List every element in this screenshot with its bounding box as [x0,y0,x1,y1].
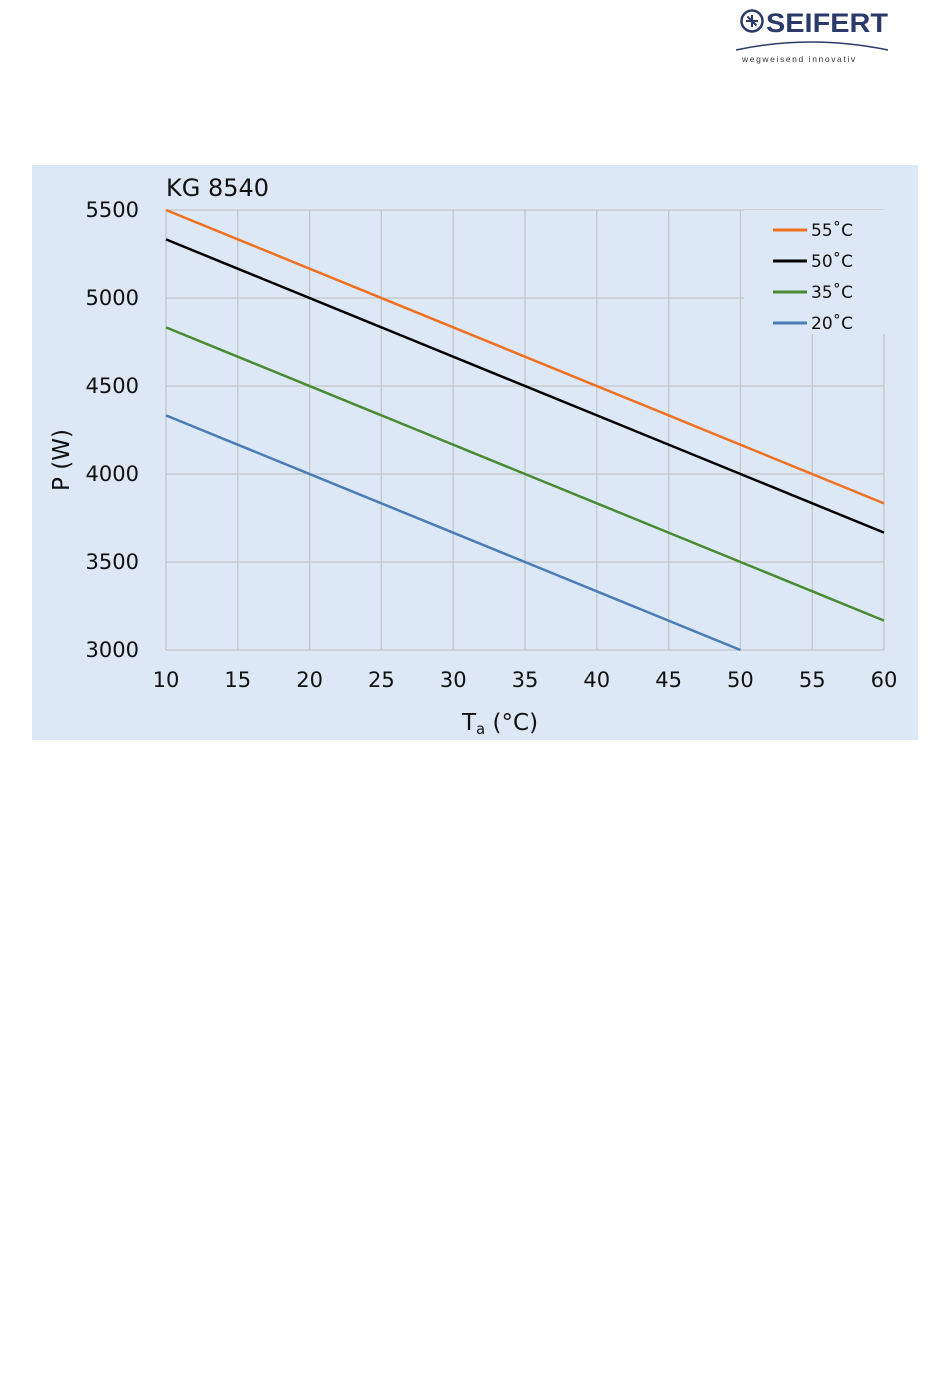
x-tick-label: 30 [440,668,467,692]
x-tick-label: 40 [583,668,610,692]
x-tick-label: 55 [799,668,826,692]
fan-emblem-icon [740,9,764,33]
y-tick-label: 3500 [86,550,139,574]
legend-label: 35˚C [811,282,853,303]
brand-swoosh [735,41,889,51]
x-tick-label: 45 [655,668,682,692]
x-tick-label: 35 [512,668,539,692]
y-axis-label: P (W) [49,429,75,491]
x-tick-label: 10 [153,668,180,692]
series-line-35c [165,326,885,622]
legend-label: 50˚C [811,251,853,272]
y-tick-label: 4500 [86,374,139,398]
legend-box [744,210,894,334]
legend: 55˚C 50˚C 35˚C 20˚C [744,210,894,334]
x-axis-label: Ta (°C) [461,710,538,738]
brand-tagline: wegweisend innovativ [741,54,857,64]
series-lines [165,208,885,652]
power-chart: 3000 3500 4000 4500 5000 5500 10 15 20 25 30 35 40 4… [49,174,898,738]
y-tick-label: 5500 [86,198,139,222]
brand-name: SEIFERT [766,8,889,38]
y-tick-label: 4000 [86,462,139,486]
x-tick-label: 15 [224,668,251,692]
series-line-55c [165,208,885,505]
series-line-50c [165,238,885,534]
y-tick-label: 3000 [86,638,139,662]
x-tick-label: 25 [368,668,395,692]
chart-panel: 3000 3500 4000 4500 5000 5500 10 15 20 25 30 35 40 4… [32,165,918,740]
chart-title: KG 8540 [166,174,269,202]
legend-label: 55˚C [811,220,853,241]
x-tick-label: 50 [727,668,754,692]
x-tick-label: 20 [296,668,323,692]
x-tick-labels: 10 15 20 25 30 35 40 45 50 55 60 [153,668,898,692]
seifert-logo: SEIFERT wegweisend innovativ [730,4,895,66]
legend-label: 20˚C [811,313,853,334]
y-tick-label: 5000 [86,286,139,310]
series-line-20c [165,414,741,652]
x-tick-label: 60 [871,668,898,692]
y-tick-labels: 3000 3500 4000 4500 5000 5500 [86,198,139,662]
